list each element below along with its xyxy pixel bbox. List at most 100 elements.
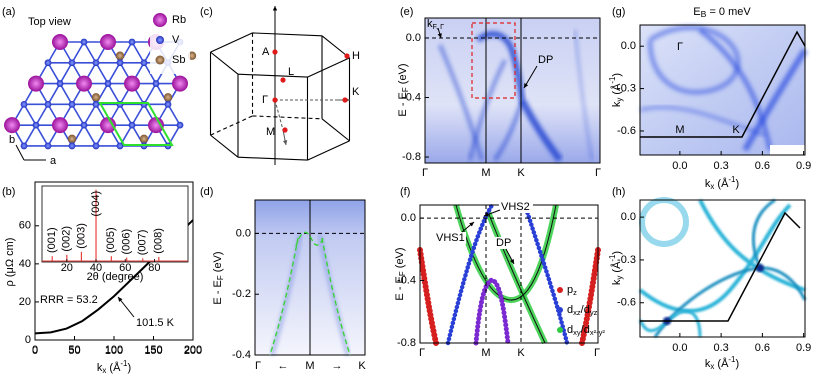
text-part: k bbox=[705, 178, 711, 190]
text-part: d bbox=[567, 304, 573, 316]
v-atom bbox=[140, 100, 148, 108]
intensity bbox=[573, 29, 594, 161]
intensity bbox=[647, 25, 741, 95]
text-part: ) bbox=[611, 73, 623, 77]
band-weight bbox=[417, 247, 439, 346]
annotation: RRR = 53.2 bbox=[40, 294, 98, 306]
legend-label: Sb bbox=[172, 54, 185, 66]
peak-label: (001) bbox=[46, 227, 58, 253]
legend-label: pz bbox=[567, 284, 577, 297]
k-label: M bbox=[305, 360, 314, 372]
legend-marker bbox=[557, 307, 563, 313]
y-tick-label: -0.6 bbox=[617, 125, 636, 137]
text-part: E - E bbox=[394, 276, 406, 300]
bond bbox=[59, 62, 73, 84]
panel-label: (h) bbox=[612, 186, 625, 198]
v-atom bbox=[152, 80, 160, 87]
text-part: -1 bbox=[608, 254, 617, 262]
text-part: z bbox=[573, 288, 577, 297]
legend-label: dxy/dx²-y² bbox=[567, 324, 605, 337]
fs-contour bbox=[751, 198, 776, 269]
panel-label: (f) bbox=[400, 186, 410, 198]
point-label: A bbox=[262, 46, 270, 58]
v-atom bbox=[116, 142, 124, 150]
x-tick-label: 50 bbox=[68, 344, 80, 356]
text-part: -1 bbox=[608, 76, 617, 84]
highlight-box bbox=[471, 22, 516, 99]
x-tick-label: 150 bbox=[144, 344, 162, 356]
panel-label: (g) bbox=[612, 6, 625, 18]
text-part: (Å bbox=[714, 177, 729, 190]
rb-atom bbox=[52, 34, 68, 50]
v-atom bbox=[80, 121, 88, 129]
v-atom bbox=[20, 100, 28, 108]
x-tick-label: 0.0 bbox=[672, 160, 687, 172]
intensity bbox=[476, 31, 525, 101]
text-part: k bbox=[705, 358, 711, 370]
bz-edge bbox=[210, 32, 253, 53]
text-part: x bbox=[710, 362, 714, 371]
y-tick-label: 0.0 bbox=[621, 211, 636, 223]
bz-edge bbox=[307, 57, 350, 78]
point-label: Γ bbox=[677, 41, 683, 53]
intensity bbox=[742, 48, 808, 152]
rb-atom bbox=[4, 117, 20, 134]
bond bbox=[131, 41, 145, 64]
x-tick-label: 150 bbox=[144, 345, 162, 357]
bz-point bbox=[282, 127, 288, 133]
fs-contour bbox=[638, 203, 792, 313]
peak-label: (008) bbox=[153, 228, 165, 254]
band-weight bbox=[473, 277, 511, 346]
text-part: E - E bbox=[212, 280, 224, 304]
bond bbox=[167, 103, 181, 126]
peak-label: (005) bbox=[105, 227, 117, 253]
v-atom bbox=[116, 59, 124, 67]
band-weight bbox=[579, 247, 601, 346]
legend-label: Rb bbox=[172, 14, 186, 26]
text-part: (eV) bbox=[394, 247, 406, 271]
bz-point bbox=[280, 77, 286, 83]
intensity bbox=[438, 44, 484, 161]
point-label: K bbox=[732, 124, 740, 136]
sb-atom bbox=[163, 93, 173, 102]
x-tick-label: 20 bbox=[61, 262, 73, 274]
text-part: ) bbox=[127, 362, 131, 374]
k-label: Γ bbox=[419, 347, 425, 359]
point-label: Γ bbox=[262, 94, 268, 106]
bond bbox=[83, 103, 97, 126]
legend-marker bbox=[156, 36, 164, 44]
bz-point bbox=[344, 53, 350, 59]
x-tick-label: 0 bbox=[32, 345, 38, 357]
text-part: (Å bbox=[610, 261, 623, 276]
panel-label: (a) bbox=[2, 6, 15, 18]
panel-label: (e) bbox=[400, 6, 413, 18]
text-part: k bbox=[611, 101, 623, 107]
annotation: VHS1 bbox=[436, 232, 465, 244]
text-part: /d bbox=[581, 324, 590, 336]
v-atom bbox=[20, 142, 28, 150]
v-atom bbox=[116, 100, 124, 108]
arrow-head bbox=[484, 212, 489, 217]
annotation: kF, Γ bbox=[427, 18, 444, 31]
x-tick-label: 0.6 bbox=[755, 342, 770, 354]
arpes-image bbox=[425, 18, 600, 163]
bond bbox=[107, 83, 121, 105]
no-data bbox=[770, 145, 805, 155]
band bbox=[487, 211, 546, 344]
text-part: F, Γ bbox=[433, 22, 445, 31]
bz-edge bbox=[210, 115, 253, 136]
y-tick-label: -0.4 bbox=[232, 349, 251, 361]
k-label: Γ bbox=[255, 360, 261, 372]
bond bbox=[23, 124, 37, 147]
text-part: y bbox=[615, 98, 624, 102]
y-tick-label: -0.4 bbox=[402, 91, 421, 103]
band bbox=[455, 204, 557, 301]
k-label: M bbox=[481, 167, 490, 179]
sb-atom bbox=[91, 93, 101, 102]
k-label: K bbox=[517, 347, 525, 359]
bz-point bbox=[342, 97, 348, 103]
bond bbox=[35, 124, 49, 147]
v-atom bbox=[44, 59, 52, 67]
bz-edge bbox=[321, 118, 350, 142]
